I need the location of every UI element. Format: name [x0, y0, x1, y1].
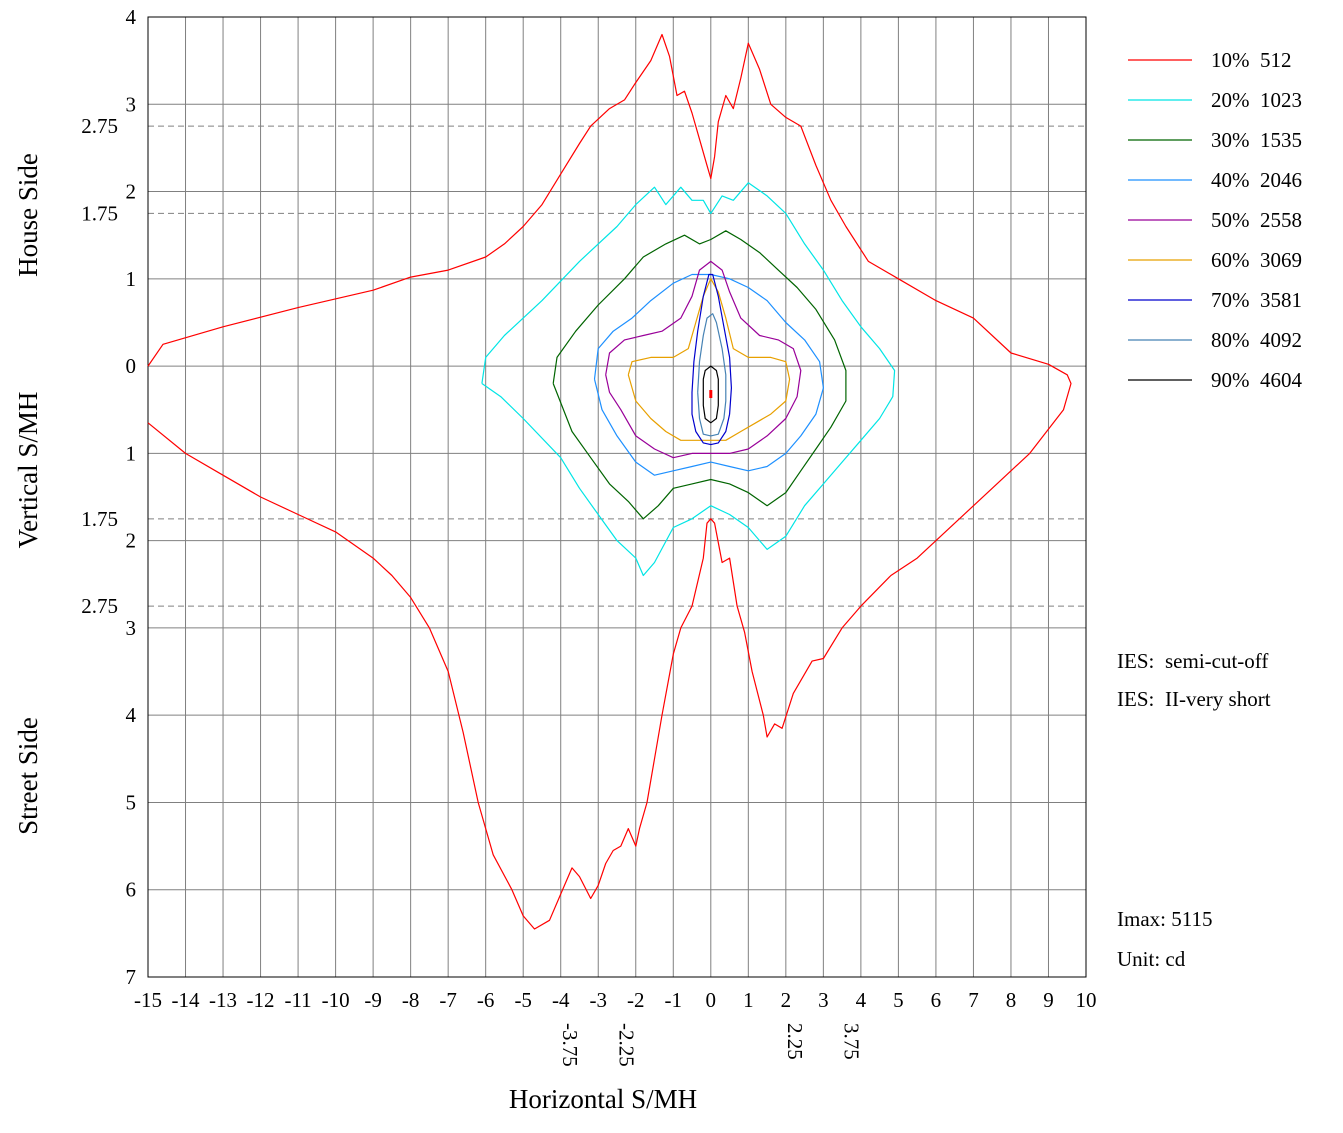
- x-marked-label: -3.75: [558, 1023, 582, 1067]
- y-tick-label: 3: [126, 92, 137, 116]
- max-intensity-marker: [709, 390, 713, 399]
- legend-value: 512: [1260, 48, 1292, 72]
- legend-percent: 80%: [1211, 328, 1250, 352]
- x-tick-labels: -15 -14 -13 -12 -11 -10 -9 -8 -7 -6 -5 -4 -3 -2 -1 0 1 2 3…: [134, 988, 1097, 1012]
- x-tick-label: 7: [968, 988, 979, 1012]
- x-marked-labels: -3.75 -2.25 2.25 3.75: [558, 1023, 863, 1067]
- axes: [147, 16, 1087, 978]
- x-tick-label: 9: [1043, 988, 1054, 1012]
- plot-frame: [147, 16, 1087, 978]
- y-tick-label: 3: [126, 616, 137, 640]
- x-tick-label: -6: [477, 988, 495, 1012]
- x-tick-label: 3: [818, 988, 829, 1012]
- y-axis-title-middle: Vertical S/MH: [13, 392, 43, 549]
- contour-series: [147, 33, 1072, 930]
- y-tick-label: 4: [126, 703, 137, 727]
- legend-value: 4604: [1260, 368, 1303, 392]
- x-tick-label: -11: [284, 988, 311, 1012]
- x-tick-label: -5: [514, 988, 532, 1012]
- dashed-line-label: 1.75: [81, 507, 118, 531]
- y-tick-label: 2: [126, 180, 137, 204]
- x-tick-label: 8: [1006, 988, 1017, 1012]
- legend-percent: 90%: [1211, 368, 1250, 392]
- legend-percent: 50%: [1211, 208, 1250, 232]
- x-marked-label: 2.25: [783, 1023, 807, 1060]
- x-tick-label: -14: [172, 988, 200, 1012]
- x-tick-label: -13: [209, 988, 237, 1012]
- dashed-reference-lines: 2.75 1.75 1.75 2.75: [81, 114, 1086, 618]
- x-axis-title: Horizontal S/MH: [509, 1084, 697, 1114]
- x-tick-label: 2: [781, 988, 792, 1012]
- dashed-line-label: 2.75: [81, 114, 118, 138]
- x-tick-label: -9: [364, 988, 382, 1012]
- legend-value: 1535: [1260, 128, 1302, 152]
- x-marked-label: -2.25: [614, 1023, 638, 1067]
- x-tick-label: 1: [743, 988, 754, 1012]
- legend-value: 1023: [1260, 88, 1302, 112]
- x-tick-label: -10: [322, 988, 350, 1012]
- grid: [147, 16, 1087, 978]
- legend-percent: 70%: [1211, 288, 1250, 312]
- y-tick-labels: 4 3 2 1 0 1 2 3 4 5 6 7: [126, 5, 137, 989]
- unit-label: Unit: cd: [1117, 947, 1186, 971]
- x-tick-label: -7: [439, 988, 457, 1012]
- legend-value: 3581: [1260, 288, 1302, 312]
- x-tick-label: -2: [627, 988, 645, 1012]
- series-30-line: [552, 230, 847, 520]
- series-90-line: [702, 365, 719, 424]
- series-80-line: [697, 313, 727, 437]
- legend-value: 4092: [1260, 328, 1302, 352]
- legend-percent: 20%: [1211, 88, 1250, 112]
- y-tick-label: 1: [126, 267, 137, 291]
- y-tick-label: 1: [126, 441, 137, 465]
- dashed-line-label: 1.75: [81, 201, 118, 225]
- legend-percent: 40%: [1211, 168, 1250, 192]
- ies-label-1: IES:: [1117, 649, 1154, 673]
- x-tick-label: 0: [706, 988, 717, 1012]
- x-tick-label: -8: [402, 988, 420, 1012]
- series-70-line: [691, 273, 732, 446]
- legend-value: 2046: [1260, 168, 1302, 192]
- x-tick-label: 10: [1076, 988, 1097, 1012]
- x-tick-label: -12: [247, 988, 275, 1012]
- x-tick-label: 5: [893, 988, 904, 1012]
- series-20-line: [481, 182, 896, 577]
- series-60-line: [627, 278, 791, 441]
- y-axis-title-bottom: Street Side: [13, 717, 43, 835]
- legend-percent: 30%: [1211, 128, 1250, 152]
- legend-percent: 10%: [1211, 48, 1250, 72]
- legend: 10% 512 20% 1023 30% 1535 40% 2046 50% 2558 60% 306…: [1128, 48, 1303, 392]
- series-10-line: [147, 33, 1072, 930]
- x-tick-label: 6: [931, 988, 942, 1012]
- legend-percent: 60%: [1211, 248, 1250, 272]
- x-tick-label: -15: [134, 988, 162, 1012]
- x-tick-label: -3: [589, 988, 607, 1012]
- y-tick-label: 2: [126, 529, 137, 553]
- x-tick-label: 4: [856, 988, 867, 1012]
- series-50-line: [605, 260, 802, 459]
- y-tick-label: 7: [126, 965, 137, 989]
- y-tick-label: 6: [126, 878, 137, 902]
- ies-label-2: IES:: [1117, 687, 1154, 711]
- y-tick-label: 5: [126, 790, 137, 814]
- dashed-line-label: 2.75: [81, 594, 118, 618]
- y-tick-label: 0: [126, 354, 137, 378]
- x-tick-label: -1: [665, 988, 683, 1012]
- legend-value: 3069: [1260, 248, 1302, 272]
- series-40-line: [593, 273, 824, 476]
- legend-value: 2558: [1260, 208, 1302, 232]
- y-tick-label: 4: [126, 5, 137, 29]
- imax-label: Imax: 5115: [1117, 907, 1212, 931]
- ies-value-1: semi-cut-off: [1165, 649, 1268, 673]
- x-tick-label: -4: [552, 988, 570, 1012]
- x-marked-label: 3.75: [840, 1023, 864, 1060]
- ies-value-2: II-very short: [1165, 687, 1271, 711]
- y-axis-title-top: House Side: [13, 153, 43, 277]
